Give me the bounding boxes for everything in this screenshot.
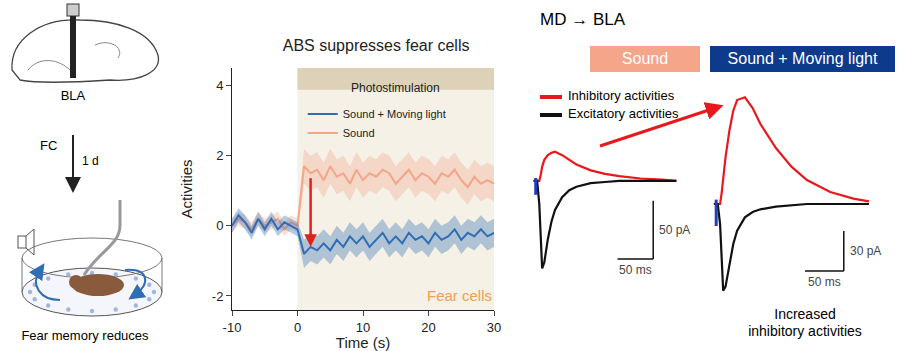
svg-text:Sound + Moving light: Sound + Moving light <box>343 108 446 120</box>
html-text:inhibitory activities: inhibitory activities <box>748 323 862 339</box>
svg-text:ABS suppresses fear cells: ABS suppresses fear cells <box>283 37 470 54</box>
html-text:Sound + Moving light: Sound + Moving light <box>727 50 878 67</box>
svg-text:0: 0 <box>294 320 301 335</box>
svg-text:4: 4 <box>216 78 223 93</box>
svg-text:Fear memory reduces: Fear memory reduces <box>21 328 149 343</box>
html-text:MD → BLA: MD → BLA <box>540 10 625 29</box>
svg-text:2: 2 <box>216 148 223 163</box>
svg-text:50 ms: 50 ms <box>619 263 652 277</box>
svg-text:Activities: Activities <box>178 159 195 218</box>
html-text:Increased: Increased <box>774 306 836 322</box>
svg-text:BLA: BLA <box>61 88 86 103</box>
svg-text:FC: FC <box>40 138 57 153</box>
html-text:Sound: Sound <box>621 50 669 67</box>
svg-text:Fear cells: Fear cells <box>427 287 492 304</box>
html-text:Excitatory activities: Excitatory activities <box>568 106 679 121</box>
svg-text:Time (s): Time (s) <box>336 334 390 351</box>
svg-text:20: 20 <box>421 320 435 335</box>
svg-text:Sound: Sound <box>343 127 375 139</box>
svg-text:0: 0 <box>216 218 223 233</box>
svg-text:30 pA: 30 pA <box>850 244 881 258</box>
svg-text:50 ms: 50 ms <box>808 275 841 289</box>
svg-text:1 d: 1 d <box>82 154 99 168</box>
svg-text:10: 10 <box>356 320 370 335</box>
html-text:Inhibitory activities: Inhibitory activities <box>568 88 675 103</box>
svg-text:50 pA: 50 pA <box>659 223 690 237</box>
svg-text:Photostimulation: Photostimulation <box>351 81 440 95</box>
svg-text:-10: -10 <box>223 320 242 335</box>
svg-text:30: 30 <box>487 320 501 335</box>
svg-text:-2: -2 <box>212 289 224 304</box>
